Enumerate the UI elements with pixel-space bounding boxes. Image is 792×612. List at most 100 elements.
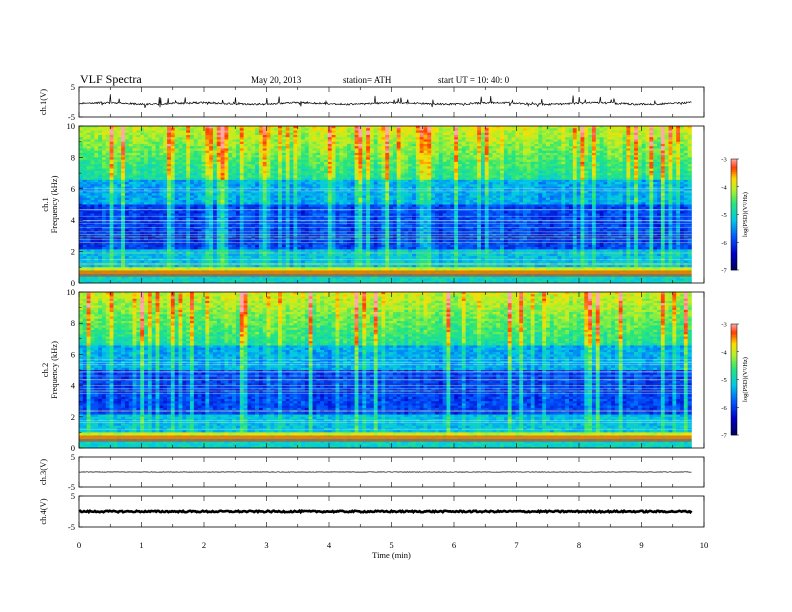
spectrogram-cell — [148, 144, 152, 147]
spectrogram-cell — [427, 151, 431, 154]
spectrogram-cell — [542, 146, 546, 149]
spectrogram-cell — [496, 151, 500, 154]
spectrogram-cell — [286, 130, 290, 133]
spectrogram-cell — [508, 142, 512, 145]
spectrogram-cell — [523, 146, 527, 149]
spectrogram-cell — [393, 148, 397, 151]
spectrogram-cell — [661, 144, 665, 147]
spectrogram-cell — [205, 139, 209, 142]
spectrogram-cell — [519, 130, 523, 133]
spectrogram-cell — [600, 144, 604, 147]
spectrogram-cell — [653, 128, 657, 131]
spectrogram-cell — [232, 139, 236, 142]
spectrogram-cell — [519, 142, 523, 145]
spectrogram-cell — [665, 151, 669, 154]
spectrogram-cell — [301, 128, 305, 131]
spectrogram-cell — [236, 133, 240, 136]
spectrogram-cell — [454, 148, 458, 151]
spectrogram-cell — [412, 128, 416, 131]
spectrogram-cell — [519, 153, 523, 156]
spectrogram-cell — [290, 139, 294, 142]
spectrogram-cell — [653, 146, 657, 149]
spectrogram-cell — [209, 151, 213, 154]
spectrogram-cell — [389, 130, 393, 133]
spectrogram-cell — [171, 146, 175, 149]
spectrogram-cell — [558, 135, 562, 138]
spectrogram-cell — [102, 144, 106, 147]
spectrogram-cell — [580, 137, 584, 140]
spectrogram-cell — [87, 153, 91, 156]
spectrogram-cell — [580, 148, 584, 151]
spectrogram-cell — [343, 139, 347, 142]
spectrogram-cell — [190, 146, 194, 149]
spectrogram-cell — [657, 137, 661, 140]
spectrogram-cell — [420, 139, 424, 142]
spectrogram-cell — [443, 142, 447, 145]
spectrogram-cell — [638, 148, 642, 151]
spectrogram-cell — [236, 146, 240, 149]
spectrogram-cell — [270, 148, 274, 151]
spectrogram-cell — [362, 130, 366, 133]
spectrogram-cell — [427, 146, 431, 149]
spectrogram-cell — [113, 137, 117, 140]
spectrogram-cell — [133, 133, 137, 136]
spectrogram-cell — [324, 153, 328, 156]
spectrogram-cell — [558, 148, 562, 151]
spectrogram-cell — [148, 133, 152, 136]
spectrogram-cell — [588, 144, 592, 147]
spectrogram-cell — [247, 148, 251, 151]
spectrogram-cell — [385, 144, 389, 147]
spectrogram-cell — [489, 137, 493, 140]
spectrogram-cell — [420, 151, 424, 154]
spectrogram-cell — [244, 151, 248, 154]
spectrogram-cell — [672, 142, 676, 145]
spectrogram-cell — [293, 153, 297, 156]
spectrogram-cell — [133, 130, 137, 133]
spectrogram-cell — [569, 144, 573, 147]
spectrogram-cell — [202, 144, 206, 147]
spectrogram-cell — [374, 137, 378, 140]
spectrogram-cell — [324, 130, 328, 133]
spectrogram-cell — [144, 137, 148, 140]
spectrogram-cell — [110, 151, 114, 154]
spectrogram-cell — [381, 133, 385, 136]
spectrogram-cell — [450, 133, 454, 136]
spectrogram-cell — [355, 139, 359, 142]
spectrogram-cell — [500, 144, 504, 147]
spectrogram-cell — [79, 153, 83, 156]
spectrogram-cell — [657, 144, 661, 147]
spectrogram-cell — [221, 130, 225, 133]
spectrogram-cell — [661, 130, 665, 133]
vlf-figure: VLF Spectra May 20, 2013 station= ATH st… — [0, 0, 792, 612]
spectrogram-cell — [209, 153, 213, 156]
spectrogram-cell — [305, 137, 309, 140]
spectrogram-cell — [190, 135, 194, 138]
spectrogram-cell — [113, 133, 117, 136]
spectrogram-cell — [646, 142, 650, 145]
spectrogram-cell — [680, 148, 684, 151]
spectrogram-cell — [607, 130, 611, 133]
spectrogram-cell — [194, 148, 198, 151]
spectrogram-cell — [416, 130, 420, 133]
spectrogram-cell — [221, 153, 225, 156]
spectrogram-cell — [404, 137, 408, 140]
spectrogram-cell — [580, 146, 584, 149]
spectrogram-cell — [186, 144, 190, 147]
spectrogram-cell — [469, 128, 473, 131]
spectrogram-cell — [83, 151, 87, 154]
spectrogram-cell — [477, 151, 481, 154]
spectrogram-cell — [228, 151, 232, 154]
spectrogram-cell — [447, 137, 451, 140]
spectrogram-cell — [500, 139, 504, 142]
spectrogram-cell — [152, 139, 156, 142]
spectrogram-cell — [232, 151, 236, 154]
spectrogram-cell — [290, 146, 294, 149]
spectrogram-cell — [316, 142, 320, 145]
spectrogram-cell — [293, 144, 297, 147]
spectrogram-cell — [362, 153, 366, 156]
spectrogram-cell — [117, 144, 121, 147]
spectrogram-cell — [523, 137, 527, 140]
spectrogram-cell — [83, 137, 87, 140]
spectrogram-cell — [385, 128, 389, 131]
spectrogram-cell — [282, 130, 286, 133]
